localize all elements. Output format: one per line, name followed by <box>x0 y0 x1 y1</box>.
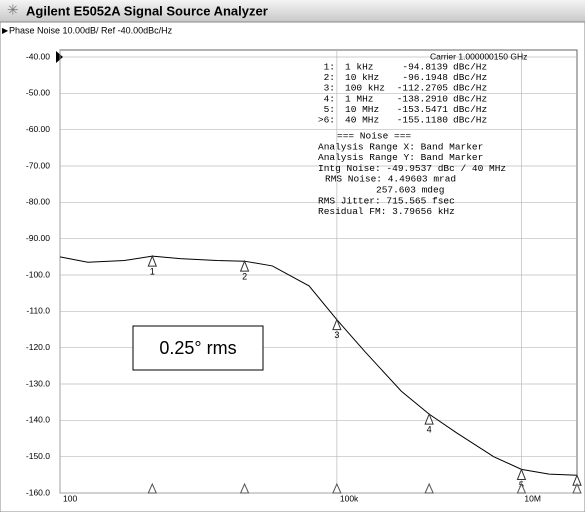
y-tick-label: -60.00 <box>26 124 50 134</box>
row-unit: dBc/Hz <box>453 104 487 115</box>
row-value: -96.1948 <box>402 72 448 83</box>
y-tick-label: -120.0 <box>26 342 50 352</box>
noise-line: 257.603 mdeg <box>376 185 444 196</box>
y-tick-label: -130.0 <box>26 378 50 388</box>
marker <box>424 412 434 425</box>
header-arrow: ▶ <box>2 26 9 35</box>
axis-marker <box>332 482 342 494</box>
y-tick-label: -160.0 <box>26 487 50 497</box>
row-unit: dBc/Hz <box>453 93 487 104</box>
app-icon: ✳ <box>7 2 19 18</box>
marker <box>239 259 250 272</box>
marker-number: 3 <box>334 330 339 340</box>
window-title: Agilent E5052A Signal Source Analyzer <box>26 3 268 18</box>
y-tick-label: -80.00 <box>26 197 50 207</box>
row-label: 4: <box>324 93 335 104</box>
annotation-box <box>132 325 264 371</box>
noise-line: Analysis Range Y: Band Marker <box>318 152 483 163</box>
axis-marker <box>239 482 250 494</box>
y-tick-label: -150.0 <box>26 451 50 461</box>
row-label: 1: <box>324 62 335 73</box>
title-bar <box>0 0 585 22</box>
x-tick-label: 100 <box>63 493 77 503</box>
ref-arrow <box>56 51 63 63</box>
row-freq: 1 MHz <box>345 93 374 104</box>
row-value: -112.2705 <box>397 83 449 94</box>
row-unit: dBc/Hz <box>453 72 487 83</box>
row-value: -138.2910 <box>397 93 449 104</box>
y-tick-label: -50.00 <box>26 88 50 98</box>
row-unit: dBc/Hz <box>453 62 487 73</box>
y-tick-label: -70.00 <box>26 160 50 170</box>
axis-marker <box>572 482 582 494</box>
header: Phase Noise 10.00dB/ Ref -40.00dBc/Hz <box>9 25 173 35</box>
marker <box>147 254 158 267</box>
row-freq: 10 MHz <box>345 104 379 115</box>
noise-line: RMS Noise: 4.49603 mrad <box>325 174 456 185</box>
row-label: 5: <box>324 104 335 115</box>
row-value: -94.8139 <box>402 62 448 73</box>
marker-number: 4 <box>427 424 432 434</box>
marker <box>332 318 342 331</box>
marker-number: 1 <box>150 267 155 277</box>
trace <box>59 255 578 476</box>
axis-marker <box>147 482 158 494</box>
annotation: 0.25° rms <box>159 338 236 358</box>
y-tick-label: -100.0 <box>26 269 50 279</box>
row-label: >6: <box>318 115 335 126</box>
row-freq: 1 kHz <box>345 62 374 73</box>
y-tick-label: -140.0 <box>26 415 50 425</box>
marker-number: 2 <box>242 272 247 282</box>
marker <box>516 468 527 481</box>
row-freq: 100 kHz <box>345 83 385 94</box>
noise-line: === Noise === <box>337 131 411 142</box>
noise-line: Residual FM: 3.79656 kHz <box>318 206 455 217</box>
plot-area <box>59 49 578 494</box>
noise-line: RMS Jitter: 715.565 fsec <box>318 195 455 206</box>
row-unit: dBc/Hz <box>453 115 487 126</box>
y-tick-label: -40.00 <box>26 51 50 61</box>
carrier: Carrier 1.000000150 GHz <box>430 51 527 61</box>
row-unit: dBc/Hz <box>453 83 487 94</box>
y-tick-label: -110.0 <box>27 306 51 316</box>
y-tick-label: -90.00 <box>26 233 50 243</box>
row-freq: 40 MHz <box>345 115 379 126</box>
row-label: 2: <box>324 72 335 83</box>
row-label: 3: <box>324 83 335 94</box>
row-freq: 10 kHz <box>345 72 379 83</box>
x-tick-label: 10M <box>524 493 541 503</box>
noise-line: Intg Noise: -49.9537 dBc / 40 MHz <box>318 163 506 174</box>
row-value: -155.1180 <box>397 115 449 126</box>
axis-marker <box>424 482 434 494</box>
axis-marker <box>516 482 527 494</box>
row-value: -153.5471 <box>397 104 449 115</box>
noise-line: Analysis Range X: Band Marker <box>318 141 483 152</box>
x-tick-label: 100k <box>340 493 359 503</box>
